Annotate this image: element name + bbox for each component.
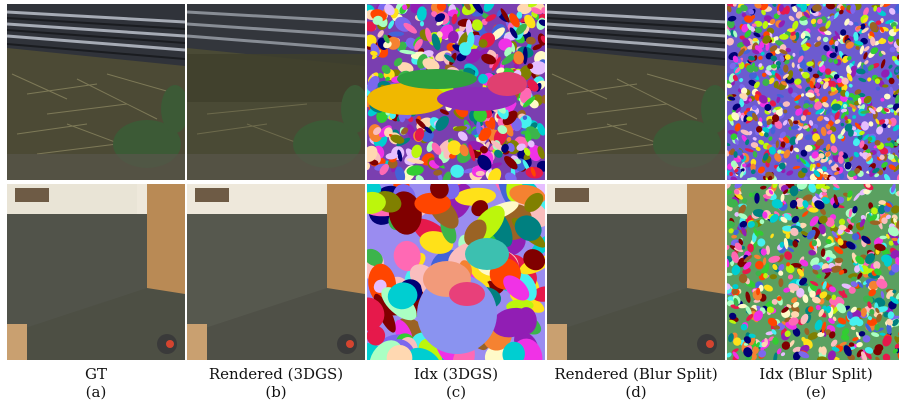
rendered-blur-split-floor-image [547,184,725,360]
gt-grass-image [7,4,185,180]
rendered-3dgs-floor-image [187,184,365,360]
idx-blur-split-grass-image [727,4,899,180]
caption-rendered-blur-split: Rendered (Blur Split) (d) [537,365,735,401]
caption-idx-blur-split-label: Idx (Blur Split) [759,365,873,383]
caption-gt-sub: (a) [85,383,107,401]
caption-idx-blur-split-sub: (e) [805,383,827,401]
caption-rendered-3dgs: Rendered (3DGS) (b) [177,365,375,401]
column-idx-blur-split: Idx (Blur Split) (e) [727,4,899,404]
caption-gt-label: GT [85,365,107,383]
caption-idx-3dgs-sub: (c) [445,383,467,401]
idx-3dgs-grass-image [367,4,545,180]
idx-blur-split-floor-image [727,184,899,360]
column-gt: GT (a) [7,4,185,404]
caption-idx-3dgs-label: Idx (3DGS) [413,365,499,383]
caption-rendered-blur-split-sub: (d) [625,383,647,401]
column-rendered-3dgs: Rendered (3DGS) (b) [187,4,365,404]
rendered-blur-split-grass-image [547,4,725,180]
caption-rendered-3dgs-label: Rendered (3DGS) [208,365,344,383]
caption-idx-3dgs: Idx (3DGS) (c) [357,365,555,401]
idx-3dgs-floor-image [367,184,545,360]
column-rendered-blur-split: Rendered (Blur Split) (d) [547,4,725,404]
column-idx-3dgs: Idx (3DGS) (c) [367,4,545,404]
rendered-3dgs-grass-image [187,4,365,180]
caption-rendered-blur-split-label: Rendered (Blur Split) [554,365,718,383]
caption-idx-blur-split: Idx (Blur Split) (e) [717,365,899,401]
comparison-figure: GT (a) [7,4,899,404]
gt-floor-image [7,184,185,360]
caption-rendered-3dgs-sub: (b) [265,383,287,401]
caption-gt: GT (a) [0,365,195,401]
